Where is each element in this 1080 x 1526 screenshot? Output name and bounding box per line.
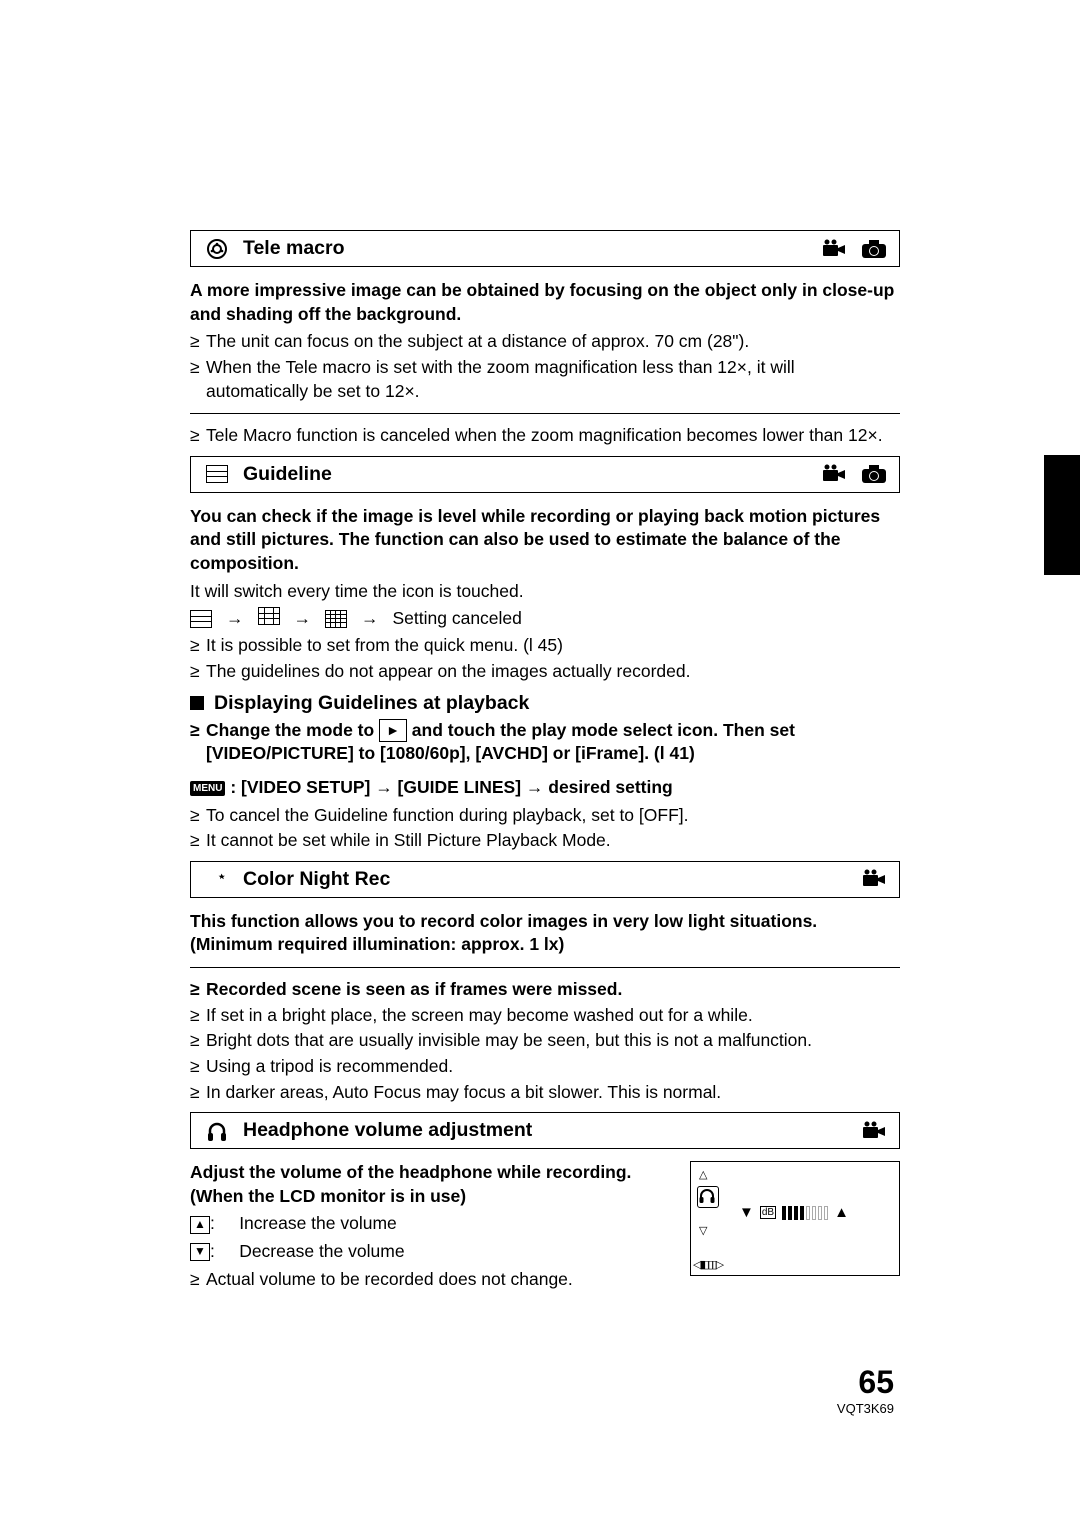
- list-item: Tele Macro function is canceled when the…: [190, 424, 900, 448]
- page-footer: 65 VQT3K69: [837, 1364, 894, 1416]
- lcd-film-icon: ◁▮▯▯▯▷: [693, 1258, 722, 1271]
- down-arrow-icon: ▼: [190, 1243, 210, 1261]
- list-item: The guidelines do not appear on the imag…: [190, 660, 900, 684]
- headphone-header: Headphone volume adjustment: [190, 1112, 900, 1149]
- list-item: When the Tele macro is set with the zoom…: [190, 356, 900, 403]
- guideline-pattern-2-icon: [258, 607, 280, 630]
- list-item: It is possible to set from the quick men…: [190, 634, 900, 658]
- headphone-bullets: Actual volume to be recorded does not ch…: [190, 1268, 680, 1292]
- list-item: Bright dots that are usually invisible m…: [190, 1029, 900, 1053]
- list-item: Using a tripod is recommended.: [190, 1055, 900, 1079]
- guideline-changemode: Change the mode to ► and touch the play …: [190, 719, 900, 766]
- guideline-bullets-2: To cancel the Guideline function during …: [190, 804, 900, 853]
- color-night-intro: This function allows you to record color…: [190, 910, 900, 957]
- tele-macro-intro: A more impressive image can be obtained …: [190, 279, 900, 326]
- headphone-intro: Adjust the volume of the headphone while…: [190, 1161, 680, 1208]
- guideline-title: Guideline: [243, 463, 332, 486]
- color-night-icon: [203, 868, 231, 890]
- guideline-icon-row: → → → Setting canceled: [190, 607, 900, 630]
- guideline-header: Guideline: [190, 456, 900, 493]
- list-item: Actual volume to be recorded does not ch…: [190, 1268, 680, 1292]
- menu-path: MENU : [VIDEO SETUP] → [GUIDE LINES] → d…: [190, 776, 900, 800]
- list-item: It cannot be set while in Still Picture …: [190, 829, 900, 853]
- color-night-bullets: Recorded scene is seen as if frames were…: [190, 978, 900, 1104]
- guideline-pattern-1-icon: [190, 610, 212, 628]
- playback-mode-icon: ►: [379, 719, 407, 742]
- setting-canceled-label: Setting canceled: [393, 608, 522, 629]
- color-night-header: Color Night Rec: [190, 861, 900, 898]
- guideline-intro: You can check if the image is level whil…: [190, 505, 900, 576]
- guideline-switch-text: It will switch every time the icon is to…: [190, 580, 900, 604]
- list-item: To cancel the Guideline function during …: [190, 804, 900, 828]
- headphone-title: Headphone volume adjustment: [243, 1119, 532, 1142]
- video-mode-icon: [821, 239, 847, 259]
- color-night-title: Color Night Rec: [243, 868, 390, 891]
- side-tab: [1044, 455, 1080, 575]
- lcd-diagram: △ ▽ ◁▮▯▯▯▷ ▼ dB: [690, 1161, 900, 1276]
- tele-macro-bullets-2: Tele Macro function is canceled when the…: [190, 424, 900, 448]
- lcd-up-icon: △: [699, 1168, 707, 1181]
- page-content: Tele macro A more impressive image can b…: [0, 0, 1080, 1299]
- lcd-headphone-icon: [697, 1186, 719, 1208]
- video-mode-icon: [821, 464, 847, 484]
- square-bullet-icon: [190, 696, 204, 710]
- guideline-playback-subhead: Displaying Guidelines at playback: [190, 692, 900, 715]
- video-mode-icon: [861, 869, 887, 889]
- video-mode-icon: [861, 1121, 887, 1141]
- list-item: In darker areas, Auto Focus may focus a …: [190, 1081, 900, 1105]
- menu-badge-icon: MENU: [190, 781, 225, 797]
- tele-macro-bullets-1: The unit can focus on the subject at a d…: [190, 330, 900, 403]
- tele-macro-header: Tele macro: [190, 230, 900, 267]
- up-arrow-icon: ▲: [190, 1216, 210, 1234]
- headphone-row: Adjust the volume of the headphone while…: [190, 1161, 900, 1299]
- photo-mode-icon: [861, 239, 887, 259]
- headphone-decrease: ▼: Decrease the volume: [190, 1240, 680, 1264]
- list-item: If set in a bright place, the screen may…: [190, 1004, 900, 1028]
- headphone-icon: [203, 1120, 231, 1142]
- headphone-increase: ▲: Increase the volume: [190, 1212, 680, 1236]
- guideline-pattern-3-icon: [325, 610, 347, 628]
- guideline-icon: [203, 465, 231, 483]
- page-number: 65: [837, 1364, 894, 1401]
- lcd-volume-bar: ▼ dB ▲: [739, 1204, 891, 1221]
- lcd-down-icon: ▽: [699, 1224, 707, 1237]
- tele-macro-icon: [203, 238, 231, 260]
- list-item: The unit can focus on the subject at a d…: [190, 330, 900, 354]
- tele-macro-title: Tele macro: [243, 237, 345, 260]
- list-item: Recorded scene is seen as if frames were…: [190, 978, 900, 1002]
- doc-code: VQT3K69: [837, 1401, 894, 1416]
- guideline-bullets-1: It is possible to set from the quick men…: [190, 634, 900, 683]
- divider: [190, 967, 900, 968]
- list-item: Change the mode to ► and touch the play …: [190, 719, 900, 766]
- divider: [190, 413, 900, 414]
- photo-mode-icon: [861, 464, 887, 484]
